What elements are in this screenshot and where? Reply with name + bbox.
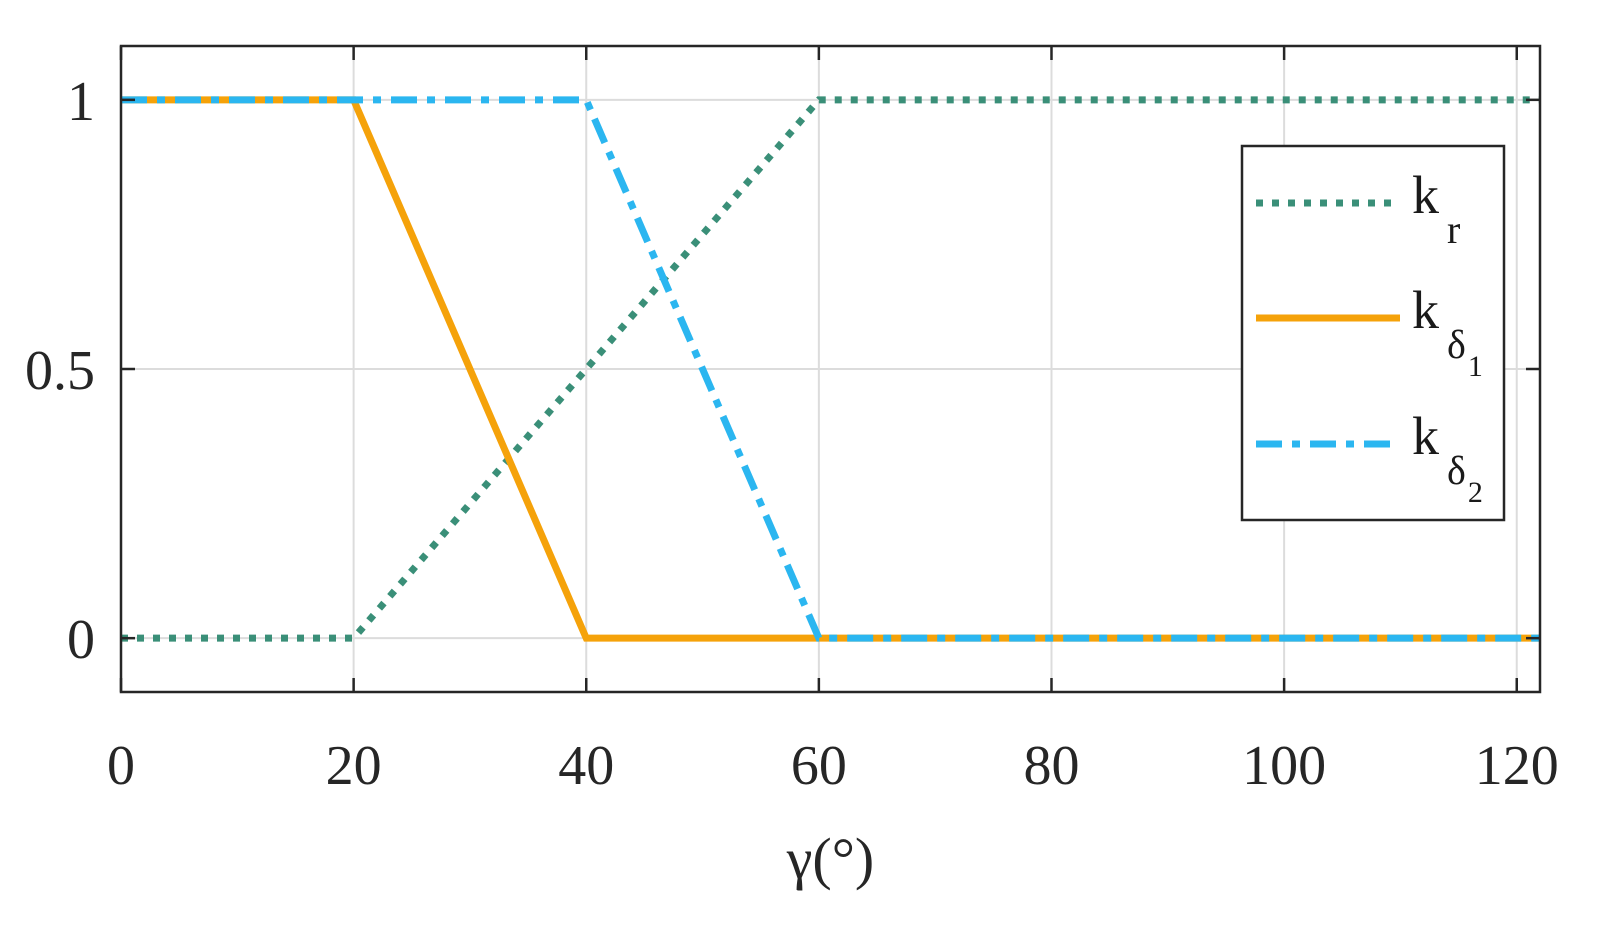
x-tick-label-2: 40 <box>558 735 614 797</box>
y-tick-label-1: 0.5 <box>25 340 95 402</box>
y-tick-label-2: 1 <box>67 71 95 133</box>
series-group <box>121 96 1540 642</box>
ticks <box>119 46 1540 692</box>
x-tick-label-5: 100 <box>1242 735 1326 797</box>
series-line-1 <box>121 96 1540 642</box>
x-tick-label-4: 80 <box>1023 735 1079 797</box>
legend-label-3: kδ2 <box>1412 406 1483 509</box>
x-tick-label-1: 20 <box>326 735 382 797</box>
tick-labels: 0 20 40 60 80 100 120 0 0.5 1 <box>25 71 1559 797</box>
legend-label-1: kr <box>1412 165 1460 252</box>
x-tick-label-3: 60 <box>791 735 847 797</box>
x-axis-label: γ(°) <box>786 826 874 891</box>
x-tick-label-0: 0 <box>107 735 135 797</box>
legend-box <box>1240 144 1506 522</box>
legend-label-2: kδ1 <box>1412 280 1483 383</box>
legend: kr kδ1 kδ2 <box>1240 144 1506 522</box>
y-tick-label-0: 0 <box>67 609 95 671</box>
series-line-3 <box>121 96 1540 642</box>
x-tick-label-6: 120 <box>1475 735 1559 797</box>
